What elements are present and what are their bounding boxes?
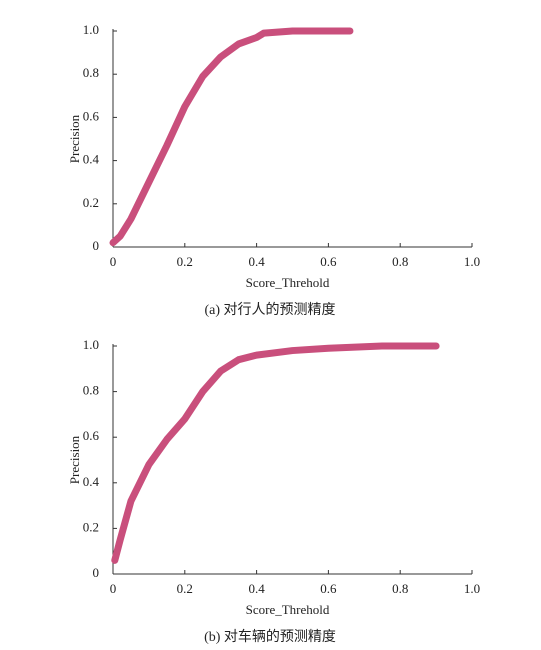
x-tick-label: 1.0 [464,581,480,596]
precision-line [109,27,354,247]
x-tick-label: 0.4 [248,581,265,596]
y-tick-label: 0.2 [83,519,99,534]
precision-line [111,342,440,564]
x-tick-label: 0.8 [392,581,408,596]
y-tick-label: 0.4 [83,152,100,167]
y-tick-label: 0 [93,238,100,253]
x-axis-label: Score_Threhold [246,275,330,290]
x-tick-label: 0.4 [248,254,265,269]
y-tick-label: 0.8 [83,65,99,80]
y-axis-label: Precision [67,114,82,163]
x-tick-label: 0 [110,254,117,269]
y-tick-label: 1.0 [83,22,99,37]
y-axis-label: Precision [67,435,82,484]
x-tick-label: 0.6 [320,581,337,596]
y-tick-label: 0.6 [83,428,100,443]
x-axis-label: Score_Threhold [246,602,330,617]
y-tick-label: 0 [93,565,100,580]
y-tick-label: 0.2 [83,195,99,210]
y-tick-label: 0.6 [83,108,100,123]
x-tick-label: 0.2 [177,254,193,269]
x-tick-label: 0.8 [392,254,408,269]
y-tick-label: 0.4 [83,474,100,489]
caption: (b) 对车辆的预测精度 [204,628,336,645]
y-tick-label: 1.0 [83,337,99,352]
x-tick-label: 1.0 [464,254,480,269]
caption: (a) 对行人的预测精度 [204,302,335,318]
x-tick-label: 0.6 [320,254,337,269]
x-tick-label: 0.2 [177,581,193,596]
x-tick-label: 0 [110,581,117,596]
y-tick-label: 0.8 [83,383,99,398]
